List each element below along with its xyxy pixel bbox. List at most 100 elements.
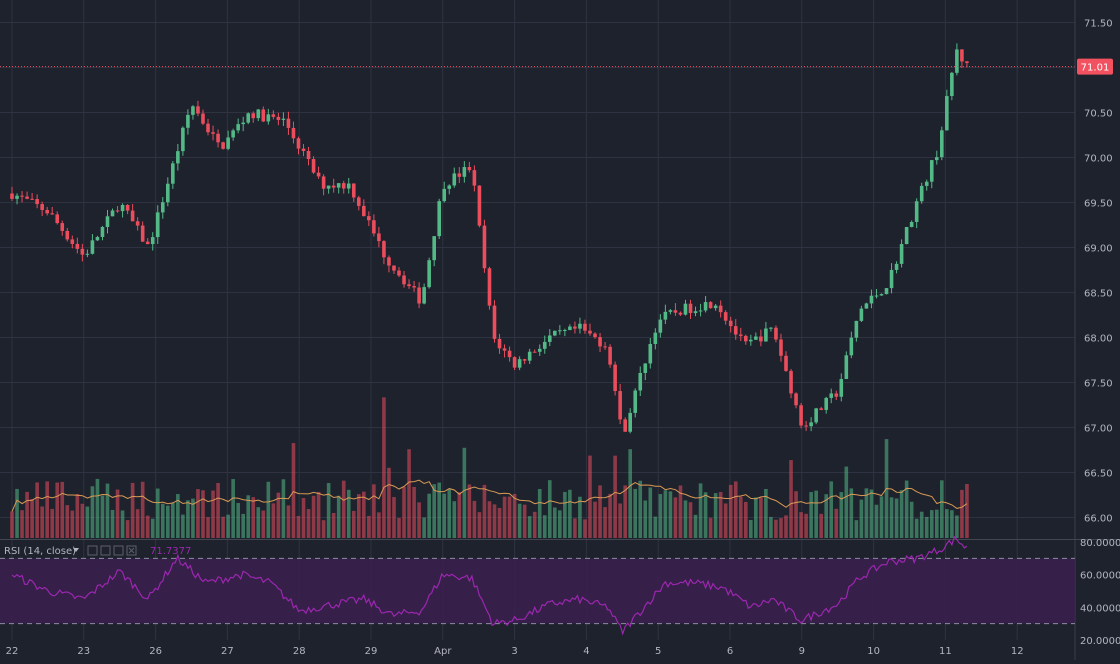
candle-body bbox=[814, 408, 818, 423]
volume-bar bbox=[573, 518, 577, 538]
candle-body bbox=[115, 210, 120, 212]
volume-bar bbox=[924, 516, 929, 538]
candle-body bbox=[25, 196, 29, 199]
settings-icon[interactable] bbox=[100, 545, 111, 556]
volume-bar bbox=[769, 516, 773, 538]
rsi-band-fill bbox=[0, 558, 1075, 624]
candle-body bbox=[542, 341, 547, 349]
last-price-tag bbox=[1077, 58, 1113, 75]
volume-bar bbox=[442, 493, 447, 538]
candle-body bbox=[894, 263, 899, 270]
candle-body bbox=[537, 348, 542, 352]
rsi-study-label[interactable]: RSI (14, close) bbox=[4, 546, 76, 557]
candle-body bbox=[166, 183, 170, 203]
rsi-tick-label: 80.0000 bbox=[1080, 538, 1120, 549]
volume-bar bbox=[75, 493, 80, 538]
candle-body bbox=[603, 346, 607, 348]
volume-bar bbox=[854, 520, 859, 538]
candle-body bbox=[427, 260, 431, 288]
candle-body bbox=[940, 130, 944, 158]
time-tick-label: 10 bbox=[867, 646, 880, 657]
candle-body bbox=[120, 204, 125, 212]
candle-body bbox=[960, 49, 964, 62]
candle-body bbox=[291, 127, 296, 139]
volume-bar bbox=[55, 482, 60, 538]
candle-body bbox=[934, 157, 939, 161]
candle-body bbox=[362, 205, 366, 217]
chevron-down-icon[interactable] bbox=[73, 548, 79, 552]
candle-body bbox=[909, 221, 914, 228]
candle-body bbox=[422, 287, 426, 304]
volume-bar bbox=[799, 512, 803, 538]
volume-bar bbox=[618, 503, 622, 538]
volume-bar bbox=[774, 519, 778, 538]
visibility-icon[interactable] bbox=[87, 545, 98, 556]
candle-body bbox=[759, 336, 763, 342]
time-tick-label: 6 bbox=[727, 646, 733, 657]
volume-bar bbox=[331, 512, 336, 538]
volume-bar bbox=[668, 491, 673, 538]
more-icon[interactable] bbox=[113, 545, 124, 556]
volume-bar bbox=[336, 495, 341, 538]
volume-bar bbox=[382, 397, 386, 538]
candle-body bbox=[965, 61, 969, 63]
candle-body bbox=[638, 372, 643, 391]
time-tick-label: 4 bbox=[583, 646, 589, 657]
volume-bar bbox=[834, 508, 839, 538]
candle-body bbox=[331, 185, 336, 188]
price-tick-label: 66.50 bbox=[1084, 469, 1113, 480]
rsi-current-value: 71.7377 bbox=[150, 546, 191, 557]
volume-bar bbox=[231, 479, 235, 538]
volume-bar bbox=[10, 511, 14, 538]
candle-body bbox=[181, 127, 185, 152]
volume-bar bbox=[125, 520, 130, 538]
price-axis-panel[interactable] bbox=[1075, 0, 1120, 540]
volume-bar bbox=[623, 485, 627, 538]
candle-body bbox=[728, 320, 733, 327]
volume-bar bbox=[271, 503, 276, 538]
rsi-tick-label: 60.0000 bbox=[1080, 571, 1120, 582]
candle-body bbox=[226, 137, 230, 149]
candle-body bbox=[738, 334, 743, 336]
volume-bar bbox=[542, 515, 547, 538]
volume-bar bbox=[754, 497, 758, 538]
candle-body bbox=[100, 226, 105, 237]
candle-body bbox=[497, 338, 502, 349]
volume-bar bbox=[723, 503, 728, 538]
close-icon[interactable] bbox=[126, 545, 137, 556]
volume-bar bbox=[512, 493, 517, 538]
volume-bar bbox=[598, 485, 602, 538]
candle-body bbox=[336, 183, 341, 188]
volume-bar bbox=[437, 482, 442, 538]
volume-bar bbox=[351, 510, 356, 538]
candle-body bbox=[276, 116, 281, 120]
time-axis-ticks[interactable]: 22 23 26 27 28 29 Apr 3 4 5 6 9 10 11 12 bbox=[6, 646, 1024, 657]
volume-bar bbox=[397, 517, 401, 538]
candle-body bbox=[950, 72, 954, 97]
candle-body bbox=[186, 114, 190, 128]
volume-bar bbox=[728, 484, 733, 538]
volume-bar bbox=[537, 488, 542, 538]
candle-body bbox=[869, 295, 874, 304]
volume-bar bbox=[814, 490, 818, 538]
candle-body bbox=[296, 138, 301, 149]
candle-body bbox=[553, 330, 557, 336]
volume-bar bbox=[276, 492, 281, 538]
candle-body bbox=[653, 332, 658, 344]
candle-body bbox=[517, 359, 522, 368]
candle-body bbox=[678, 312, 683, 315]
candle-body bbox=[196, 106, 200, 114]
volume-bar bbox=[789, 460, 793, 538]
candle-body bbox=[65, 230, 70, 240]
candle-body bbox=[130, 210, 135, 222]
volume-bar bbox=[135, 509, 140, 538]
volume-bar bbox=[286, 505, 291, 538]
candle-body bbox=[372, 220, 376, 234]
candle-body bbox=[799, 405, 803, 426]
price-tick-label: 66.00 bbox=[1084, 514, 1113, 525]
candle-body bbox=[829, 393, 834, 398]
volume-bar bbox=[738, 496, 743, 538]
candle-body bbox=[598, 337, 602, 347]
